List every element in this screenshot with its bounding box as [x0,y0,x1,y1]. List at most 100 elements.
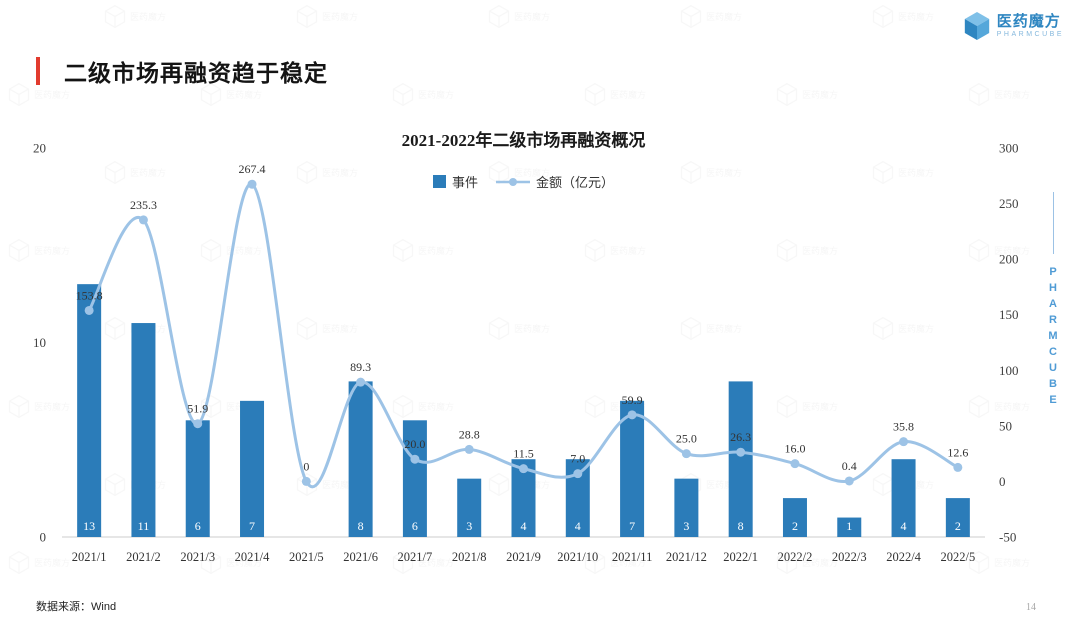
right-axis-tick: 50 [999,418,1012,433]
x-axis-label: 2021/8 [452,550,487,564]
bar-value-label: 6 [195,519,201,533]
title-accent-bar [36,57,40,85]
legend-item-amount: 金额（亿元） [496,172,614,191]
bar-value-label: 4 [521,519,527,533]
line-value-label: 267.4 [239,162,266,176]
bar-2021/6 [348,381,373,537]
legend-line-swatch-icon [496,177,530,186]
x-axis-label: 2021/6 [343,550,378,564]
bar-2022/2 [782,498,807,537]
bar-2021/4 [240,400,265,537]
bar-value-label: 8 [738,519,744,533]
bar-value-label: 6 [412,519,418,533]
bar-value-label: 4 [575,519,581,533]
x-axis-label: 2021/5 [289,550,324,564]
bar-value-label: 2 [792,519,798,533]
bar-value-label: 3 [466,519,472,533]
line-value-label: 11.5 [513,447,534,461]
page-title: 二级市场再融资趋于稳定 [64,60,328,86]
bar-2021/2 [131,323,156,537]
line-marker [953,462,963,472]
line-value-label: 26.3 [730,430,751,444]
right-axis-tick: 100 [999,363,1019,378]
line-value-label: 12.6 [947,445,968,459]
legend-item-events: 事件 [432,172,478,191]
legend-label-amount: 金额（亿元） [536,175,615,190]
line-value-label: 35.8 [893,420,914,434]
side-brand-line [1052,192,1054,254]
left-axis-tick: 10 [33,335,46,350]
x-axis-label: 2021/11 [612,550,653,564]
bar-value-label: 2 [955,519,961,533]
x-axis-label: 2021/7 [398,550,433,564]
chart-legend: 事件 金额（亿元） [62,172,985,191]
bar-value-label: 11 [138,519,150,533]
right-axis-tick: 200 [999,252,1019,267]
x-axis-label: 2021/10 [557,550,598,564]
line-marker [844,476,854,486]
line-value-label: 7.0 [570,452,585,466]
line-marker [736,447,746,457]
x-axis-label: 2021/4 [235,550,270,564]
line-value-label: 25.0 [676,432,697,446]
bar-2022/4 [891,459,916,537]
line-marker [84,305,94,315]
bar-value-label: 7 [249,519,255,533]
amount-line [87,182,960,488]
line-value-label: 153.8 [76,288,103,302]
line-marker [681,449,691,459]
x-axis-label: 2022/5 [940,550,975,564]
right-axis-tick: 0 [999,474,1006,489]
line-value-label: 89.3 [350,360,371,374]
line-marker [410,454,420,464]
logo-subtitle: PHARMCUBE [996,30,1064,38]
x-axis-label: 2022/3 [832,550,867,564]
bar-2021/8 [457,478,482,537]
bar-value-label: 7 [629,519,635,533]
line-marker [193,419,203,429]
bar-2022/5 [945,498,970,537]
line-marker [519,464,528,474]
logo-name: 医药魔方 [996,13,1061,31]
bar-value-label: 13 [83,519,95,533]
line-marker [899,437,909,447]
bar-value-label: 4 [901,519,907,533]
bar-2021/3 [185,420,210,537]
bar-value-label: 8 [358,519,364,533]
x-axis-label: 2022/2 [778,550,813,564]
line-marker [573,469,583,479]
bar-2022/1 [728,381,753,537]
line-marker [356,377,366,387]
x-axis-label: 2021/2 [126,550,161,564]
x-axis-label: 2022/4 [886,550,921,564]
bar-2021/7 [402,420,427,537]
page-number: 14 [1026,602,1036,613]
line-value-label: 235.3 [130,198,157,212]
line-marker [627,410,637,420]
line-value-label: 28.8 [459,427,480,441]
line-marker [138,215,148,225]
bar-2021/1 [77,284,102,537]
legend-label-events: 事件 [451,175,478,190]
left-axis-tick: 0 [40,530,47,545]
right-axis-tick: 150 [999,307,1019,322]
x-axis-label: 2021/1 [72,550,107,564]
brand-logo: 医药魔方 PHARMCUBE [963,10,1064,42]
chart-title: 2021-2022年二级市场再融资概况 [401,131,646,150]
x-axis-label: 2021/3 [180,550,215,564]
line-marker [790,459,800,469]
bar-value-label: 1 [846,519,852,533]
right-axis-tick: 300 [999,141,1019,156]
bar-2021/12 [674,478,699,537]
line-value-label: 0 [303,459,309,473]
legend-bar-swatch-icon [432,175,446,188]
logo-cube-icon [964,12,989,40]
right-axis-tick: -50 [999,530,1016,545]
bar-2022/3 [837,517,862,537]
x-axis-label: 2022/1 [723,550,758,564]
left-axis-tick: 20 [33,141,46,156]
line-marker [247,179,257,189]
